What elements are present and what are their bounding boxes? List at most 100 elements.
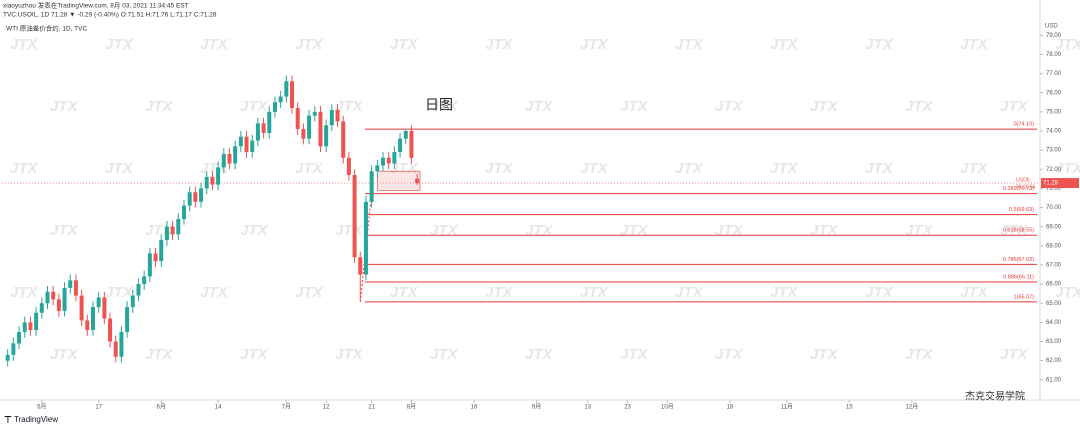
y-tick-label: 62.00 (1046, 358, 1062, 364)
candle-body (221, 153, 226, 168)
y-tick-label: 75.00 (1046, 109, 1062, 115)
candle-body (375, 165, 380, 172)
candle-body (73, 280, 78, 296)
watermark: JTX (295, 284, 324, 301)
fib-label: 0.382(70.73) (1003, 186, 1034, 192)
candle-body (153, 253, 158, 262)
watermark: JTX (960, 284, 989, 301)
candle-body (204, 176, 209, 189)
watermark: JTX (240, 222, 269, 239)
candle-body (11, 343, 16, 355)
x-tick-label: 8月 (407, 404, 416, 411)
candle-body (210, 176, 215, 185)
watermark: JTX (675, 36, 704, 53)
candle-body (187, 192, 192, 206)
annotation: 日图 (425, 97, 453, 113)
candle-body (142, 276, 147, 285)
candle-body (22, 322, 27, 332)
watermark: JTX (770, 160, 799, 177)
candle-body (68, 280, 73, 288)
price-tag-countdown: 06:25:54 (1016, 184, 1036, 190)
x-tick-label: 12月 (906, 404, 919, 411)
watermark: JTX (715, 346, 744, 363)
x-tick-label: 21 (368, 405, 375, 411)
watermark: JTX (105, 36, 134, 53)
y-tick-label: 63.00 (1046, 339, 1062, 345)
fib-label: 0.5(69.63) (1009, 207, 1034, 213)
candle-body (301, 129, 306, 139)
y-tick-label: 74.00 (1046, 129, 1062, 135)
candle-body (193, 192, 198, 202)
candle-body (199, 188, 204, 202)
candle-body (233, 146, 238, 164)
y-tick-label: 64.00 (1046, 320, 1062, 326)
price-tag-value: 71.28 (1043, 181, 1059, 187)
y-tick-label: 66.00 (1046, 282, 1062, 288)
watermark: JTX (620, 222, 649, 239)
candle-body (130, 295, 135, 308)
watermark: JTX (810, 222, 839, 239)
watermark: JTX (50, 98, 79, 115)
fib-label: 1(65.07) (1014, 294, 1035, 300)
candle-body (409, 130, 414, 158)
watermark: JTX (525, 222, 554, 239)
quote: TVC:USOIL, 1D 71.28 ▼ -0.29 (-0.40%) O:7… (3, 12, 217, 19)
candle-body (341, 121, 346, 158)
account: 杰克交易学院 (965, 390, 1025, 403)
x-tick-label: 9月 (532, 404, 541, 411)
candle-body (113, 341, 118, 357)
watermark: JTX (1000, 222, 1029, 239)
logo: TradingView (14, 415, 58, 424)
watermark: JTX (390, 284, 419, 301)
candle-body (5, 354, 10, 361)
y-tick-label: 73.00 (1046, 148, 1062, 154)
watermark: JTX (865, 160, 894, 177)
watermark: JTX (430, 98, 459, 115)
watermark: JTX (770, 284, 799, 301)
candle-body (39, 303, 44, 313)
watermark: JTX (960, 160, 989, 177)
candle-body (284, 81, 289, 97)
publisher: xiaoyuzhou 发表在TradingView.com, 8月 03, 20… (3, 1, 189, 10)
watermark: JTX (525, 98, 554, 115)
watermark: JTX (620, 98, 649, 115)
watermark: JTX (430, 222, 459, 239)
watermark: JTX (865, 284, 894, 301)
x-tick-label: 13 (584, 405, 591, 411)
watermark: JTX (770, 36, 799, 53)
watermark: JTX (145, 222, 174, 239)
candle-body (102, 297, 107, 319)
candle-body (335, 109, 340, 122)
watermark: JTX (715, 222, 744, 239)
candle-body (255, 123, 260, 141)
x-tick-label: 14 (215, 405, 222, 411)
watermark: JTX (1055, 284, 1080, 301)
watermark: JTX (580, 160, 609, 177)
candle-body (136, 284, 141, 296)
candle-body (329, 109, 334, 126)
watermark: JTX (240, 98, 269, 115)
zone (377, 170, 421, 191)
watermark: JTX (1055, 160, 1080, 177)
candle-body (290, 81, 295, 109)
watermark: JTX (50, 222, 79, 239)
candle-body (45, 291, 50, 304)
watermark: JTX (580, 284, 609, 301)
candle-body (34, 312, 39, 331)
watermark: JTX (200, 284, 229, 301)
candle-body (392, 152, 397, 164)
fib-label: 0.786(67.03) (1003, 257, 1034, 263)
watermark: JTX (145, 98, 174, 115)
watermark: JTX (810, 346, 839, 363)
candle-body (125, 307, 130, 332)
currency: USD (1045, 24, 1058, 30)
candle-body (62, 287, 67, 311)
x-tick-label: 12 (323, 405, 330, 411)
candle-body (17, 331, 22, 344)
watermark: JTX (240, 346, 269, 363)
watermark: JTX (905, 346, 934, 363)
candle-body (79, 295, 84, 321)
watermark: JTX (10, 36, 39, 53)
watermark: JTX (715, 98, 744, 115)
x-tick-label: 5月 (37, 404, 46, 411)
